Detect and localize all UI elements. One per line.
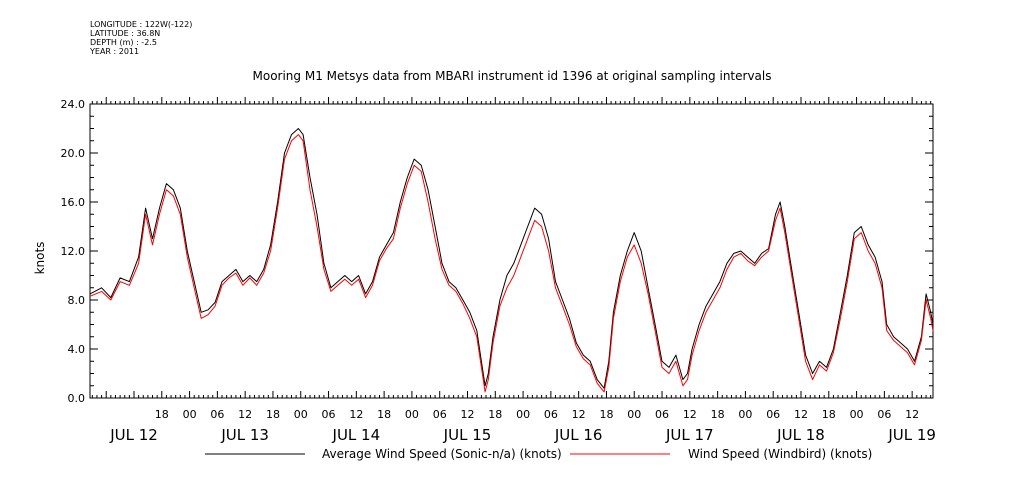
x-date-label: JUL 12 [109,426,158,444]
year-label: YEAR : 2011 [90,47,140,56]
x-date-label: JUL 19 [887,426,936,444]
x-hour-label: 12 [460,408,474,421]
x-hour-label: 18 [155,408,169,421]
x-date-label: JUL 13 [220,426,269,444]
x-date-label: JUL 16 [554,426,603,444]
x-date-label: JUL 14 [332,426,381,444]
x-hour-label: 18 [488,408,502,421]
x-hour-label: 06 [655,408,669,421]
x-hour-label: 18 [711,408,725,421]
x-date-label: JUL 15 [443,426,492,444]
x-hour-label: 06 [433,408,447,421]
series-line-windbird-wind-speed [89,134,934,393]
legend-label-average: Average Wind Speed (Sonic-n/a) (knots) [322,447,562,461]
x-hour-label: 18 [266,408,280,421]
x-hour-label: 00 [405,408,419,421]
x-hour-label: 00 [738,408,752,421]
legend: Average Wind Speed (Sonic-n/a) (knots) W… [205,447,872,461]
x-date-label: JUL 17 [665,426,714,444]
y-tick-label: 16.0 [61,196,86,209]
x-hour-label: 18 [377,408,391,421]
y-tick-label: 4.0 [68,343,86,356]
x-hour-label: 06 [877,408,891,421]
x-hour-label: 00 [294,408,308,421]
x-hour-label: 00 [850,408,864,421]
longitude-label: LONGITUDE : 122W(-122) [90,20,193,29]
y-axis-label: knots [33,242,47,275]
y-tick-label: 20.0 [61,147,86,160]
x-hour-label: 18 [599,408,613,421]
x-hour-label: 12 [238,408,252,421]
y-tick-label: 24.0 [61,98,86,111]
y-tick-label: 12.0 [61,245,86,258]
chart-title: Mooring M1 Metsys data from MBARI instru… [253,69,772,83]
y-tick-label: 8.0 [68,294,86,307]
x-hour-label: 06 [210,408,224,421]
x-hour-label: 06 [766,408,780,421]
x-hour-label: 12 [349,408,363,421]
x-hour-label: 12 [572,408,586,421]
x-hour-label: 06 [544,408,558,421]
x-date-label: JUL 18 [776,426,825,444]
plot-frame [89,103,934,399]
x-hour-label: 00 [183,408,197,421]
x-hour-label: 12 [794,408,808,421]
x-hour-label: 00 [516,408,530,421]
y-tick-label: 0.0 [68,392,86,405]
x-hour-label: 12 [905,408,919,421]
depth-label: DEPTH (m) : -2.5 [90,38,157,47]
metadata-block: LONGITUDE : 122W(-122) LATITUDE : 36.8N … [90,20,192,56]
legend-label-windbird: Wind Speed (Windbird) (knots) [688,447,872,461]
x-hour-label: 18 [822,408,836,421]
latitude-label: LATITUDE : 36.8N [90,29,161,38]
x-hour-label: 06 [322,408,336,421]
x-hour-label: 12 [683,408,697,421]
x-hour-label: 00 [627,408,641,421]
series-line-average-wind-speed [89,128,934,389]
